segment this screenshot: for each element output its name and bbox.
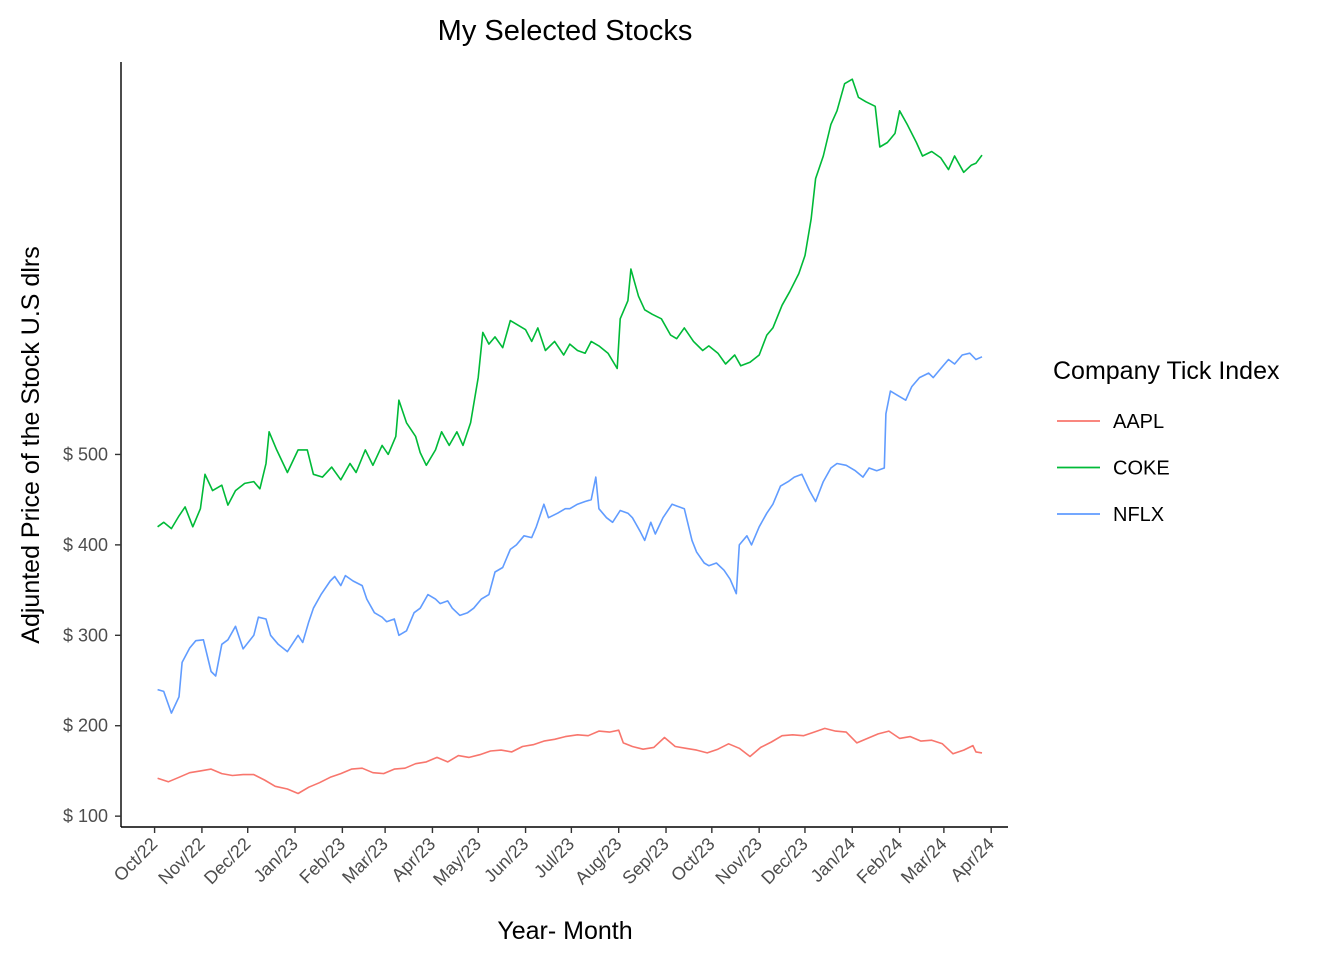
y-tick-label: $ 500 [63, 444, 108, 464]
y-tick-label: $ 200 [63, 716, 108, 736]
legend-title: Company Tick Index [1053, 357, 1280, 385]
x-tick-label: Apr/24 [946, 834, 998, 886]
series-line-coke [157, 78, 983, 530]
y-tick-label: $ 300 [63, 625, 108, 645]
y-axis-ticks: $ 100 $ 200 $ 300 $ 400 $ 500 [63, 444, 121, 826]
legend-label-coke: COKE [1113, 458, 1170, 480]
x-tick-label: Jan/24 [807, 834, 859, 886]
x-tick-label: Mar/23 [338, 834, 392, 888]
y-axis-label: Adjunted Price of the Stock U.S dlrs [17, 246, 45, 643]
x-tick-label: Feb/23 [295, 834, 349, 888]
series-line-nflx [157, 352, 983, 714]
legend: Company Tick Index AAPL COKE NFLX [1053, 357, 1280, 526]
x-tick-label: Aug/23 [571, 834, 625, 888]
x-axis-label: Year- Month [497, 917, 632, 945]
x-tick-label: Dec/23 [757, 834, 811, 888]
x-tick-label: Oct/22 [110, 834, 162, 886]
legend-label-nflx: NFLX [1113, 504, 1164, 526]
y-tick-label: $ 100 [63, 806, 108, 826]
x-tick-label: Dec/22 [200, 834, 254, 888]
series-line-aapl [157, 727, 983, 795]
x-tick-label: Jan/23 [250, 834, 302, 886]
x-tick-label: Nov/23 [711, 834, 765, 888]
x-tick-label: Sep/23 [618, 834, 672, 888]
x-tick-label: Feb/24 [853, 834, 907, 888]
x-tick-label: Mar/24 [897, 834, 951, 888]
legend-label-aapl: AAPL [1113, 411, 1164, 433]
x-tick-label: Jun/23 [480, 834, 532, 886]
chart-title: My Selected Stocks [438, 15, 693, 47]
x-tick-label: May/23 [429, 834, 485, 890]
x-tick-label: Nov/22 [154, 834, 208, 888]
plot-area [157, 78, 983, 795]
x-tick-label: Oct/23 [667, 834, 719, 886]
y-tick-label: $ 400 [63, 535, 108, 555]
